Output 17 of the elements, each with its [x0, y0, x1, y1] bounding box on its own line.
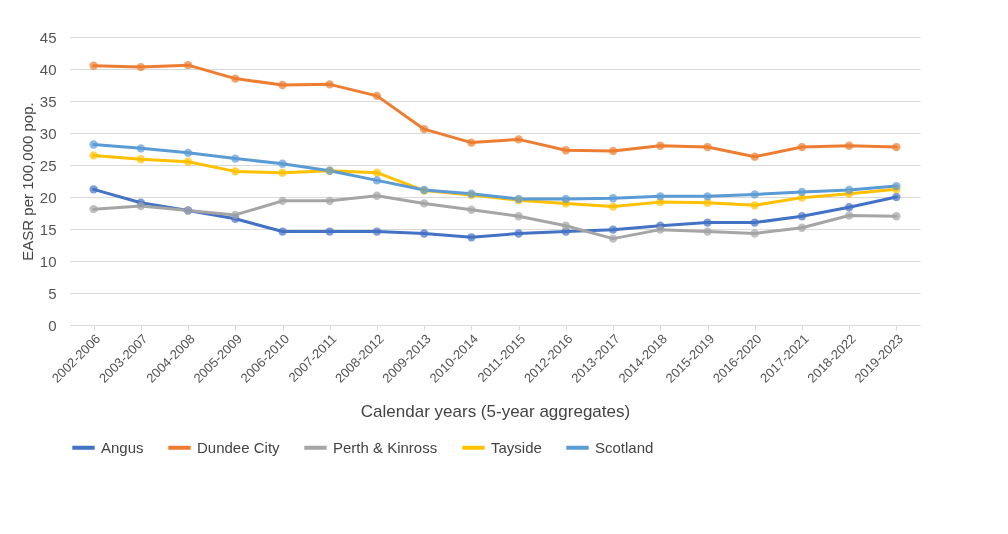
- y-tick-label: 40: [39, 60, 57, 78]
- y-tick-label: 0: [48, 316, 57, 334]
- y-tick-label: 5: [48, 284, 57, 302]
- y-tick-label: 15: [39, 220, 57, 238]
- x-axis-title: Calendar years (5-year aggregates): [360, 401, 631, 421]
- legend-label: Tayside: [491, 438, 542, 456]
- y-tick-label: 35: [39, 92, 57, 110]
- y-tick-label: 20: [39, 188, 57, 206]
- legend-label: Dundee City: [197, 438, 281, 456]
- y-tick-label: 10: [39, 252, 57, 270]
- y-axis-title: EASR per 100,000 pop.: [18, 102, 36, 261]
- y-tick-label: 45: [39, 28, 57, 46]
- y-tick-label: 30: [39, 124, 57, 142]
- legend-label: Perth & Kinross: [333, 438, 438, 456]
- legend-label: Scotland: [595, 438, 654, 456]
- legend-label: Angus: [101, 438, 144, 456]
- y-tick-label: 25: [39, 156, 57, 174]
